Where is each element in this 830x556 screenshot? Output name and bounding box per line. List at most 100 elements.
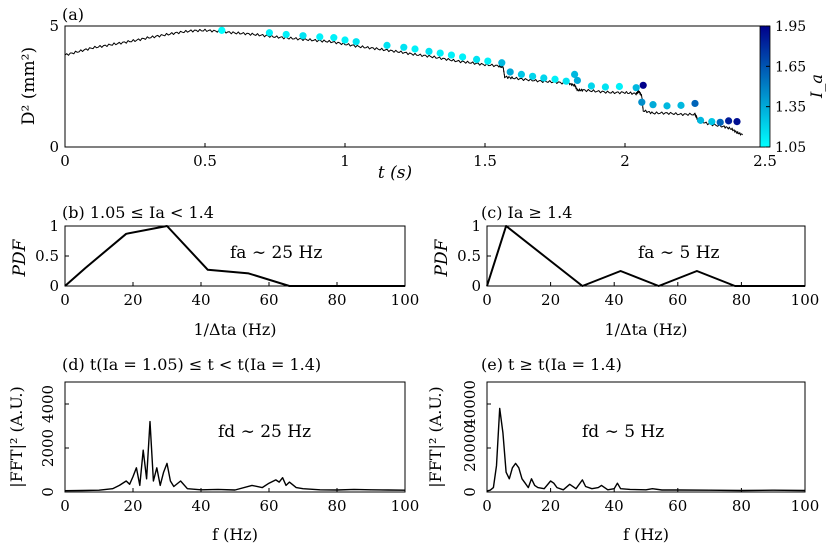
- panel-a-marker: [733, 117, 741, 126]
- panel-a-marker: [459, 53, 467, 61]
- panel-a-label: (a): [62, 5, 84, 24]
- panel-a-marker: [517, 70, 526, 78]
- panel-d-frame: [64, 381, 406, 493]
- panel-c-ytick-label: 0: [471, 277, 481, 295]
- colorbar-tick-label: 1.95: [775, 19, 806, 35]
- panel-e-label: (e) t ≥ t(Ia = 1.4): [481, 355, 622, 374]
- panel-a-marker: [571, 70, 579, 78]
- panel-a-marker: [218, 26, 226, 34]
- panel-a-marker: [299, 32, 307, 40]
- panel-d-xtick-label: 0: [60, 497, 70, 515]
- panel-a-marker: [638, 98, 646, 106]
- panel-c-line: [486, 225, 805, 287]
- panel-a-ytick-label: 5: [49, 17, 59, 35]
- colorbar-label: I_a: [807, 74, 826, 99]
- panel-b-xtick-label: 0: [60, 291, 70, 309]
- panel-e-ylabel: |FFT|² (A.U.): [426, 386, 445, 487]
- panel-a-marker: [639, 81, 647, 89]
- panel-a-marker: [708, 117, 716, 126]
- panel-c-xtick-label: 60: [668, 291, 687, 309]
- panel-d-xtick-label: 20: [123, 497, 142, 515]
- panel-d: (d) t(Ia = 1.05) ≤ t < t(Ia = 1.4) 0 20 40…: [7, 355, 419, 544]
- panel-a-marker: [425, 47, 433, 56]
- panel-e-xtick-label: 40: [605, 497, 624, 515]
- panel-c-xtick-label: 20: [541, 291, 560, 309]
- panel-a-marker: [383, 41, 391, 49]
- panel-b-ytick-label: 0: [49, 277, 59, 295]
- panel-a-xtick-label: 1.5: [473, 152, 497, 170]
- panel-c-xtick-label: 0: [482, 291, 492, 309]
- panel-a-marker: [716, 118, 724, 126]
- panel-a-marker: [265, 29, 273, 37]
- panel-e-xlabel: f (Hz): [623, 525, 669, 544]
- panel-a-marker: [540, 74, 548, 82]
- panel-a-marker: [506, 68, 514, 76]
- panel-e-xtick-label: 80: [732, 497, 751, 515]
- panel-e-xtick-label: 0: [482, 497, 492, 515]
- panel-a-marker: [484, 57, 492, 65]
- panel-b-ylabel: PDF: [10, 238, 30, 277]
- panel-a-marker: [498, 59, 506, 67]
- panel-b-xtick-label: 100: [391, 291, 420, 309]
- panel-b-annotation: fa ∼ 25 Hz: [230, 243, 322, 263]
- panel-c-label: (c) Ia ≥ 1.4: [481, 203, 572, 222]
- panel-d-ytick-label: 2000: [39, 429, 57, 467]
- colorbar-tick-label: 1.35: [775, 100, 806, 116]
- panel-b-ytick-label: 1: [49, 217, 59, 235]
- panel-a-marker: [316, 33, 324, 41]
- panel-e-ytick-label: 0: [461, 487, 479, 497]
- panel-a: (a) 0 0.5 1 1.5 2 2.5 0 5 t (s) D² (mm²) 1.05 1.…: [19, 5, 826, 183]
- panel-c-annotation: fa ∼ 5 Hz: [638, 243, 720, 263]
- panel-b-ytick-label: 0.5: [35, 247, 59, 265]
- panel-a-ylabel: D² (mm²): [19, 47, 39, 125]
- panel-c-ytick-label: 0.5: [457, 247, 481, 265]
- panel-a-marker: [649, 101, 657, 109]
- panel-a-marker: [573, 76, 582, 85]
- panel-c-xlabel: 1/Δta (Hz): [604, 320, 687, 339]
- panel-d-ytick-label: 4000: [39, 385, 57, 423]
- panel-d-annotation: fd ∼ 25 Hz: [218, 422, 311, 442]
- panel-a-xtick-label: 0.5: [193, 152, 217, 170]
- panel-a-marker: [632, 84, 640, 92]
- panel-a-xlabel: t (s): [378, 163, 412, 183]
- panel-a-marker: [282, 30, 290, 39]
- panel-a-xtick-label: 1: [340, 152, 350, 170]
- panel-a-marker: [601, 83, 610, 91]
- panel-a-marker: [436, 49, 444, 57]
- panel-c: (c) Ia ≥ 1.4 0 20 40 60 80 100 0 0.5 1 fa ∼ 5 Hz…: [432, 203, 819, 339]
- panel-e-frame: [486, 381, 806, 493]
- panel-b-xtick-label: 40: [191, 291, 210, 309]
- panel-b-xtick-label: 20: [123, 291, 142, 309]
- panel-d-ylabel: |FFT|² (A.U.): [7, 386, 26, 487]
- panel-a-marker: [330, 34, 338, 42]
- colorbar: [759, 25, 771, 148]
- panel-a-marker: [400, 43, 408, 51]
- panel-c-xtick-label: 40: [605, 291, 624, 309]
- panel-e-xtick-label: 100: [791, 497, 820, 515]
- panel-d-xtick-label: 60: [259, 497, 278, 515]
- panel-b-line: [64, 225, 405, 287]
- panel-e: (e) t ≥ t(Ia = 1.4) 0 20 40 60 80 100 0 2000040…: [426, 355, 819, 544]
- panel-c-xtick-label: 80: [732, 291, 751, 309]
- panel-e-line: [486, 407, 806, 492]
- panel-a-frame: [64, 25, 766, 148]
- panel-d-line: [64, 420, 406, 492]
- panel-d-label: (d) t(Ia = 1.05) ≤ t < t(Ia = 1.4): [62, 355, 321, 374]
- panel-a-marker: [677, 101, 685, 109]
- panel-a-marker: [691, 99, 699, 108]
- panel-a-marker: [587, 82, 596, 90]
- panel-d-xtick-label: 40: [191, 497, 210, 515]
- panel-a-marker: [411, 45, 419, 53]
- panel-a-xtick-label: 0: [60, 152, 70, 170]
- panel-e-xtick-label: 60: [668, 497, 687, 515]
- panel-e-xtick-label: 20: [541, 497, 560, 515]
- panel-a-xtick-label: 2.5: [753, 152, 777, 170]
- panel-a-d2-line: [64, 28, 743, 136]
- panel-a-marker: [725, 117, 733, 125]
- colorbar-tick-label: 1.05: [775, 140, 806, 156]
- panel-d-xtick-label: 100: [391, 497, 420, 515]
- panel-a-marker: [562, 77, 570, 85]
- panel-c-ytick-label: 1: [471, 217, 481, 235]
- panel-a-marker: [697, 116, 705, 124]
